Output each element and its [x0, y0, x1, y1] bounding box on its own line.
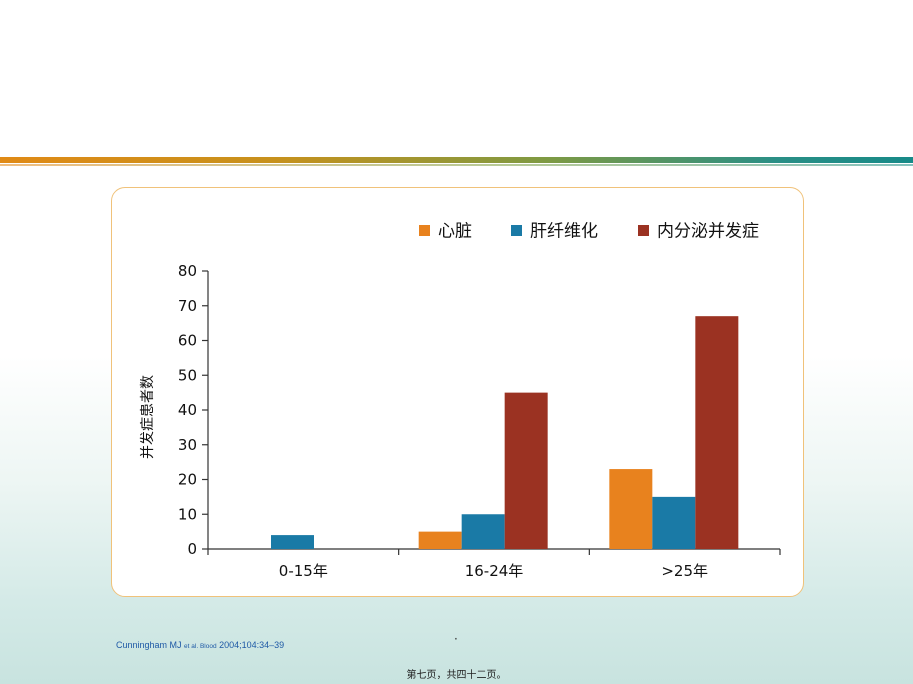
y-tick-label: 30 — [178, 436, 197, 454]
decorative-gradient-line — [0, 164, 913, 166]
x-axis: 0-15年 16-24年 >25年 — [207, 548, 781, 580]
decorative-gradient-band — [0, 157, 913, 163]
bar — [652, 496, 696, 549]
citation-reference: 2004;104:34–39 — [219, 640, 285, 650]
y-tick-label: 40 — [178, 401, 197, 419]
y-axis: 0 10 20 30 40 50 60 70 80 — [178, 262, 209, 558]
bars — [271, 316, 739, 549]
citation-authors: Cunningham MJ — [116, 640, 182, 650]
y-tick-label: 60 — [178, 332, 197, 350]
page-footer: 第七页，共四十二页。 — [406, 670, 507, 681]
bar — [504, 392, 548, 549]
legend-label: 内分泌并发症 — [657, 222, 759, 242]
center-mark: · — [454, 632, 458, 646]
y-tick-label: 20 — [178, 471, 197, 489]
x-tick-label: 0-15年 — [279, 562, 328, 580]
y-tick-label: 0 — [187, 540, 197, 558]
y-tick-label: 70 — [178, 297, 197, 315]
y-axis-label: 并发症患者数 — [140, 375, 156, 459]
citation-etal: et al. Blood — [184, 643, 217, 650]
bar — [418, 531, 462, 549]
legend-swatch — [638, 225, 649, 236]
legend-swatch — [419, 225, 430, 236]
bar — [461, 514, 505, 549]
y-tick-label: 10 — [178, 505, 197, 523]
bar — [695, 316, 739, 549]
legend-label: 心脏 — [438, 222, 472, 242]
citation: Cunningham MJ et al. Blood 2004;104:34–3… — [116, 640, 284, 650]
y-tick-label: 80 — [178, 262, 197, 280]
legend-label: 肝纤维化 — [530, 222, 598, 242]
bar — [271, 535, 314, 549]
bar — [609, 469, 653, 549]
x-tick-label: 16-24年 — [465, 562, 524, 580]
bar-chart: 心脏 肝纤维化 内分泌并发症 0 10 20 30 40 50 60 70 80 0-15年 16-2… — [140, 222, 781, 580]
chart-legend: 心脏 肝纤维化 内分泌并发症 — [419, 222, 759, 242]
legend-swatch — [511, 225, 522, 236]
x-tick-label: >25年 — [661, 562, 708, 580]
y-tick-label: 50 — [178, 366, 197, 384]
